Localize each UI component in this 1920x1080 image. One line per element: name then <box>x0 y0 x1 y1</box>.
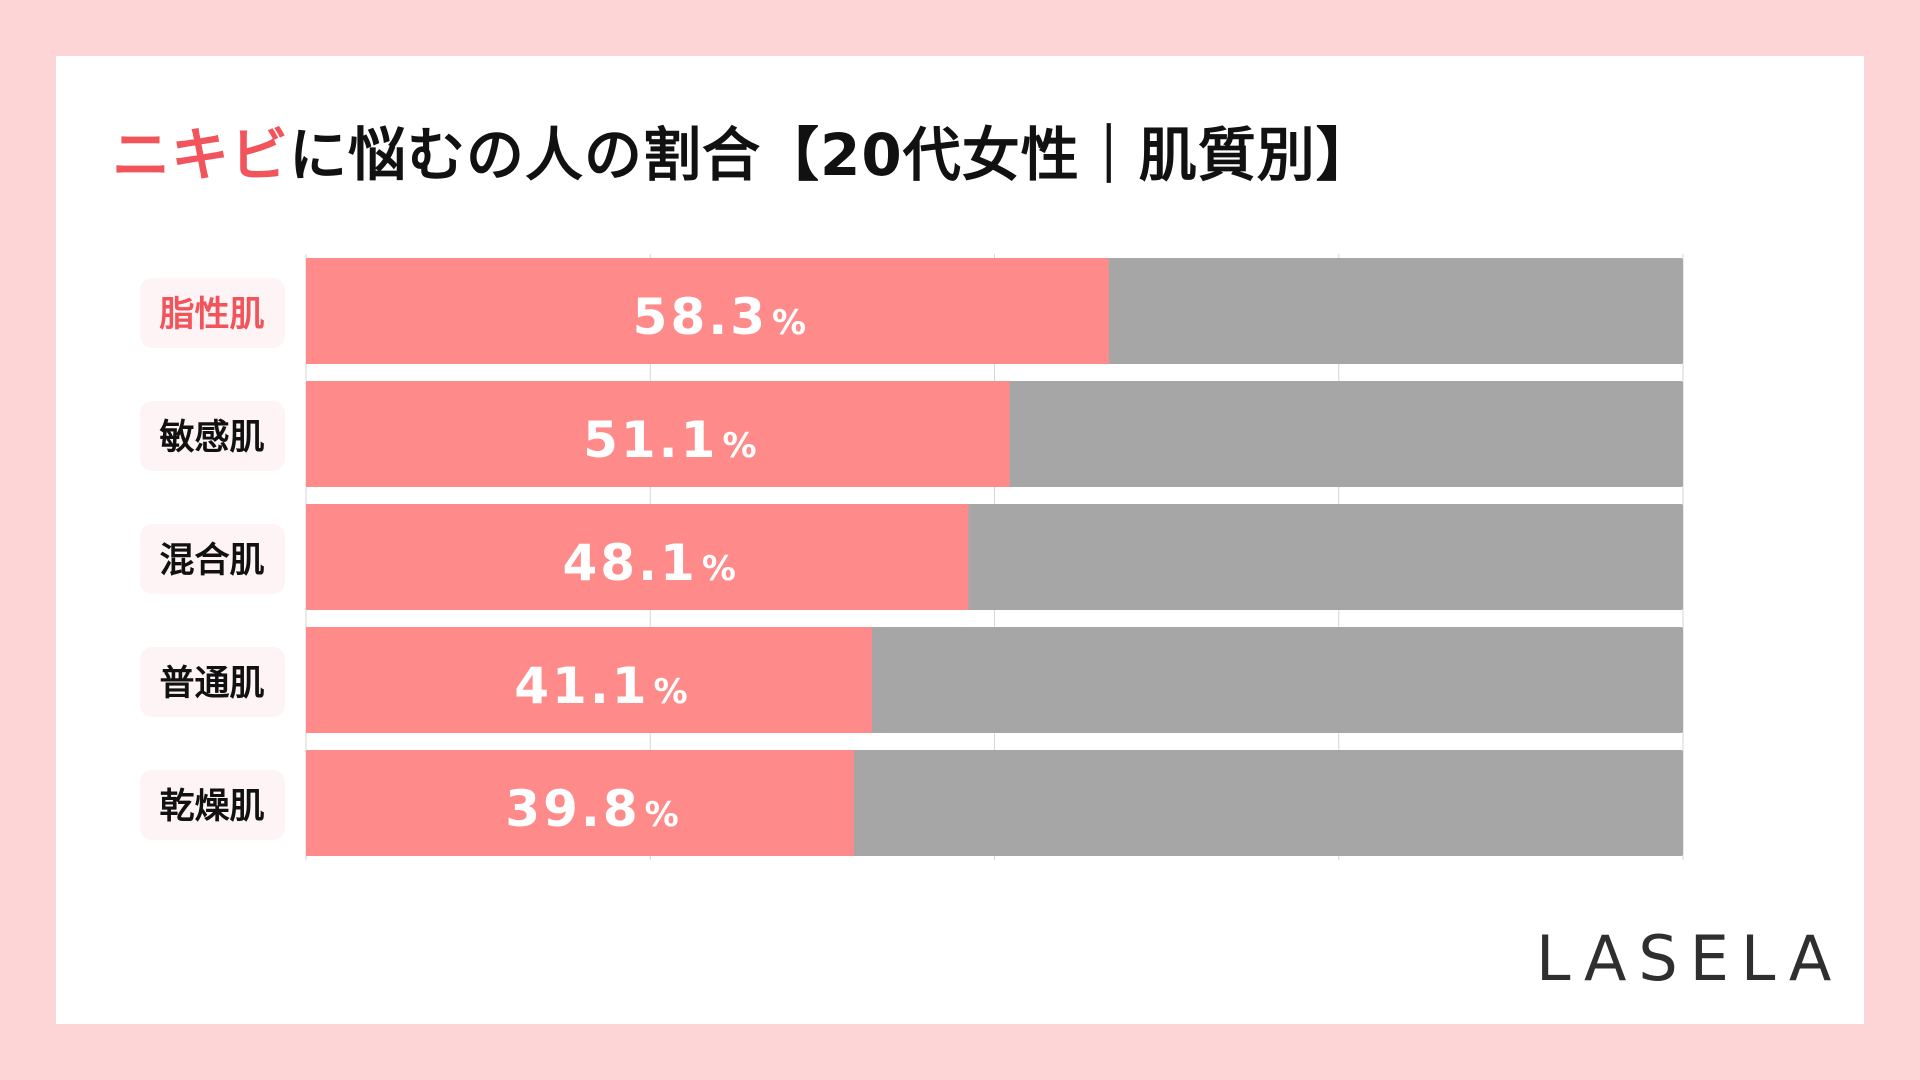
category-label: 乾燥肌 <box>159 787 264 827</box>
bar <box>306 504 969 610</box>
category-pill <box>140 647 285 717</box>
category-pill <box>140 770 285 840</box>
data-label: 58.3% <box>633 288 806 346</box>
data-label: 48.1% <box>562 534 735 592</box>
data-label: 39.8% <box>505 780 678 838</box>
category-pill <box>140 524 285 594</box>
category-label: 敏感肌 <box>159 418 264 458</box>
category-pill <box>140 401 285 471</box>
bar <box>306 627 872 733</box>
category-label: 普通肌 <box>159 664 264 704</box>
category-pill <box>140 278 285 348</box>
chart-title-rest: に悩むの人の割合【20代女性｜肌質別】 <box>289 121 1375 189</box>
data-label: 41.1% <box>514 657 687 715</box>
data-label: 51.1% <box>583 411 756 469</box>
bar <box>306 381 1010 487</box>
category-label: 混合肌 <box>159 541 264 581</box>
category-label: 脂性肌 <box>159 295 264 335</box>
chart-title: ニキビに悩むの人の割合【20代女性｜肌質別】 <box>112 108 1375 192</box>
lasela-logo: LASELA <box>1536 922 1844 995</box>
chart-title-accent: ニキビ <box>112 121 290 189</box>
bar <box>306 750 855 856</box>
bar <box>306 258 1109 364</box>
